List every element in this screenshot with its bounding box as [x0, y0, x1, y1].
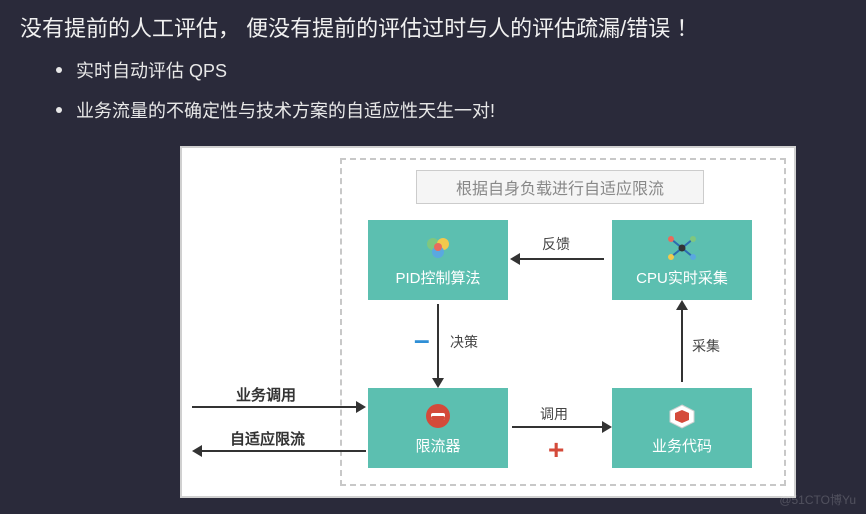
diagram-title: 根据自身负载进行自适应限流 — [416, 170, 704, 204]
slide-heading: 没有提前的人工评估， 便没有提前的评估过时与人的评估疏漏/错误 ！ — [0, 0, 866, 51]
node-cpu: CPU实时采集 — [612, 220, 752, 300]
bullet-dot-icon — [56, 67, 62, 73]
arrow-feedback — [518, 258, 604, 260]
bizcode-icon — [667, 401, 697, 431]
watermark: @51CTO博Yu — [779, 491, 856, 508]
arrow-invoke — [512, 426, 604, 428]
node-limiter: 限流器 — [368, 388, 508, 468]
edge-label-invoke: 调用 — [540, 404, 568, 424]
limiter-icon — [423, 401, 453, 431]
label-biz-call: 业务调用 — [236, 384, 296, 405]
node-pid: PID控制算法 — [368, 220, 508, 300]
bullet-dot-icon — [56, 107, 62, 113]
arrow-biz-call — [192, 406, 358, 408]
edge-label-collect: 采集 — [692, 336, 720, 356]
node-label: PID控制算法 — [395, 267, 480, 288]
label-adaptive: 自适应限流 — [230, 428, 305, 449]
edge-label-feedback: 反馈 — [542, 234, 570, 254]
arrow-decision — [437, 304, 439, 380]
minus-sign: – — [414, 324, 430, 356]
bullet-list: 实时自动评估 QPS 业务流量的不确定性与技术方案的自适应性天生一对! — [0, 51, 866, 123]
plus-sign: + — [548, 434, 564, 466]
bullet-text: 实时自动评估 QPS — [76, 57, 227, 83]
bullet-item: 实时自动评估 QPS — [56, 57, 866, 83]
node-label: 业务代码 — [652, 435, 712, 456]
pid-icon — [423, 233, 453, 263]
arrow-collect — [681, 308, 683, 382]
edge-label-decision: 决策 — [450, 332, 478, 352]
arrow-adaptive — [200, 450, 366, 452]
bullet-item: 业务流量的不确定性与技术方案的自适应性天生一对! — [56, 97, 866, 123]
diagram-container: 根据自身负载进行自适应限流 PID控制算法 — [180, 146, 796, 498]
bullet-text: 业务流量的不确定性与技术方案的自适应性天生一对! — [76, 97, 495, 123]
node-label: CPU实时采集 — [636, 267, 728, 288]
node-label: 限流器 — [415, 435, 460, 456]
node-bizcode: 业务代码 — [612, 388, 752, 468]
cpu-icon — [667, 233, 697, 263]
